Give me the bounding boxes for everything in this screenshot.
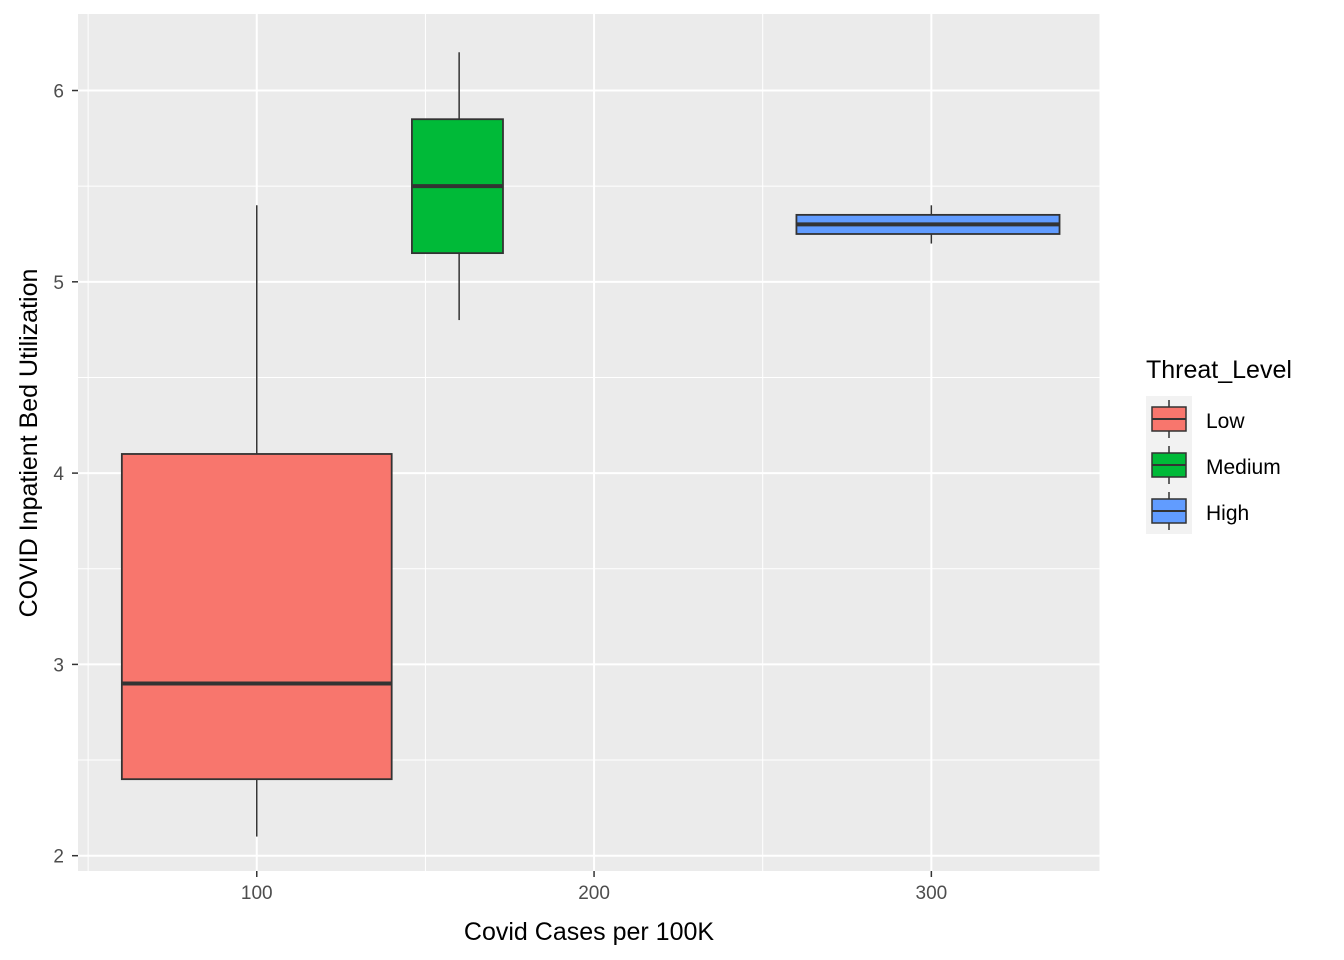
- boxes: [120, 52, 1061, 837]
- y-tick-label: 3: [53, 655, 64, 676]
- y-axis: 2 3 4 5 6: [53, 82, 78, 868]
- legend-label-high: High: [1206, 502, 1249, 525]
- x-axis-title: Covid Cases per 100K: [464, 918, 714, 946]
- y-tick-label: 5: [53, 273, 64, 294]
- x-tick-label: 200: [578, 883, 610, 904]
- legend: Threat_Level Low Medium High: [1146, 356, 1292, 534]
- minor-grid: [78, 14, 1101, 871]
- x-axis: 100 200 300: [241, 871, 947, 904]
- y-tick-label: 6: [53, 82, 64, 103]
- box-low: [120, 453, 393, 781]
- major-grid: [78, 14, 1100, 871]
- legend-keys: [1146, 396, 1192, 534]
- x-tick-label: 100: [241, 883, 273, 904]
- y-tick-label: 4: [53, 464, 64, 485]
- y-tick-label: 2: [53, 847, 64, 868]
- legend-title: Threat_Level: [1146, 356, 1292, 384]
- y-axis-title: COVID Inpatient Bed Utilization: [15, 269, 43, 618]
- legend-label-low: Low: [1206, 410, 1245, 433]
- legend-label-medium: Medium: [1206, 456, 1281, 479]
- x-tick-label: 300: [916, 883, 948, 904]
